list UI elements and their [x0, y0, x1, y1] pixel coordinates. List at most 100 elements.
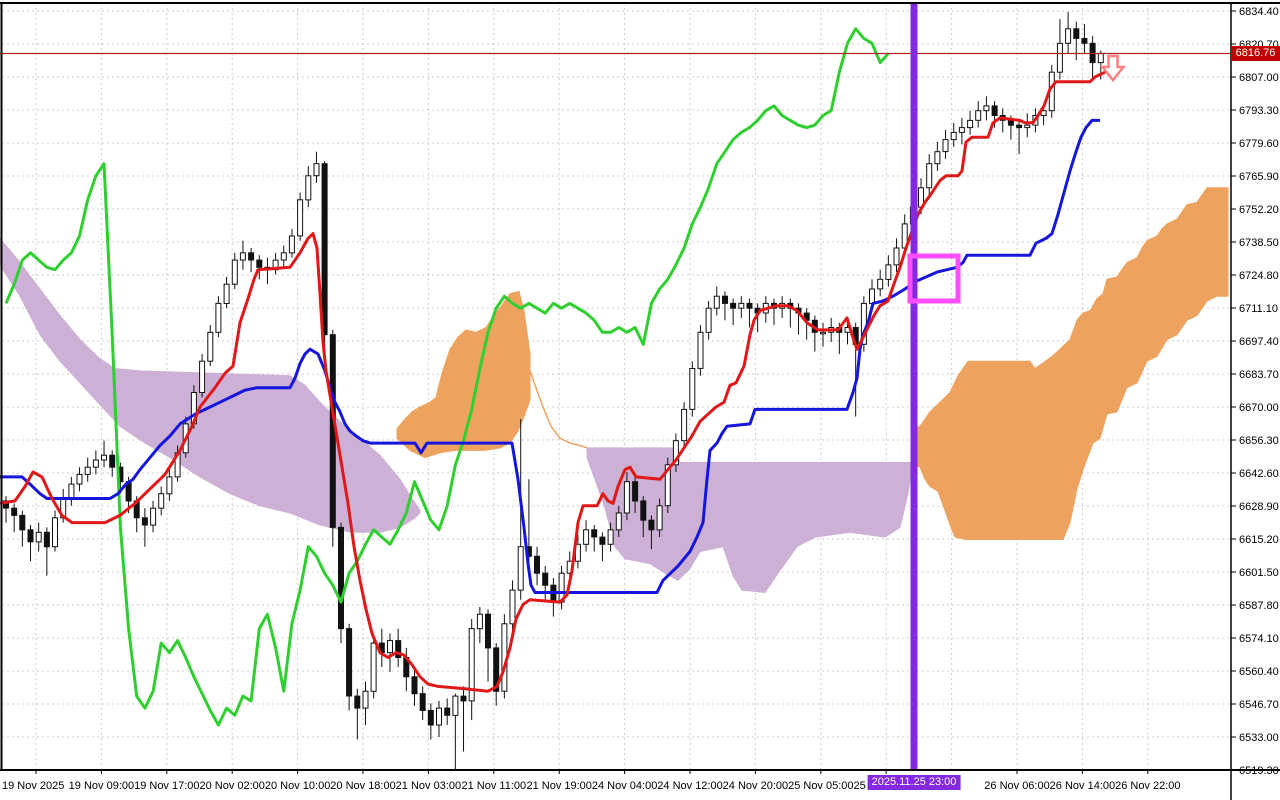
time-tick-label: 20 Nov 18:00: [330, 780, 395, 792]
bear-candle-body: [27, 529, 34, 543]
bull-candle-body: [436, 707, 442, 726]
bull-candle-body: [926, 163, 933, 189]
price-tick-label: 6711.10: [1239, 303, 1278, 315]
bull-candle-body: [869, 288, 875, 304]
bull-candle-body: [52, 517, 58, 548]
bull-candle-body: [476, 613, 483, 630]
bull-candle-body: [468, 628, 475, 702]
bull-candle-body: [934, 151, 941, 165]
senkou-span-tail-line: [529, 370, 588, 449]
chikou-span-line: [4, 27, 890, 727]
bull-candle-body: [958, 127, 965, 133]
bull-candle-body: [305, 175, 312, 201]
bull-candle-body: [705, 307, 712, 333]
bull-candle-body: [215, 302, 222, 333]
price-tick-label: 6574.10: [1239, 633, 1279, 645]
vertical-time-line[interactable]: [910, 3, 918, 770]
bear-candle-body: [1073, 28, 1080, 39]
bear-candle-body: [460, 695, 467, 702]
bull-candle-body: [239, 252, 246, 261]
time-tick-label: 26 Nov 06:00: [984, 780, 1049, 792]
bull-candle-body: [681, 408, 688, 442]
bear-candle-body: [730, 302, 737, 309]
price-tick-label: 6683.70: [1239, 369, 1279, 381]
bear-candle-body: [395, 640, 402, 658]
bull-candle-body: [697, 331, 704, 369]
bear-candle-body: [722, 295, 728, 304]
mid-bearish-cloud: [586, 447, 913, 594]
bull-candle-body: [950, 131, 957, 141]
bull-candle-body: [885, 264, 892, 280]
bull-candle-body: [166, 476, 173, 495]
price-tick-label: 6656.30: [1239, 435, 1279, 447]
time-tick-label: 21 Nov 11:00: [461, 780, 526, 792]
bull-candle-body: [738, 302, 745, 309]
bull-candle-body: [1024, 124, 1031, 129]
bear-candle-body: [534, 555, 540, 574]
right-bullish-cloud: [912, 187, 1229, 540]
bear-candle-body: [599, 536, 606, 545]
bull-candle-body: [231, 259, 238, 285]
time-tick-label: 21 Nov 19:00: [526, 780, 591, 792]
tenkan-sen-line: [0, 70, 1106, 693]
price-tick-label: 6765.90: [1239, 171, 1279, 183]
bear-candle-body: [427, 710, 434, 726]
time-tick-label: 19 Nov 2025: [2, 780, 64, 792]
price-tick-label: 6738.50: [1239, 237, 1279, 249]
price-tick-label: 6587.80: [1239, 600, 1279, 612]
bull-candle-body: [288, 235, 295, 254]
bear-candle-body: [493, 647, 500, 692]
bull-candle-body: [689, 368, 696, 410]
bull-candle-body: [664, 464, 671, 507]
bull-candle-body: [280, 252, 287, 261]
bull-candle-body: [893, 247, 900, 266]
bull-candle-body: [583, 529, 590, 545]
price-tick-label: 6724.80: [1239, 270, 1279, 282]
bull-candle-body: [623, 481, 630, 514]
bear-candle-body: [11, 507, 18, 516]
price-tick-label: 6697.40: [1239, 336, 1279, 348]
bear-candle-body: [109, 454, 116, 468]
time-tick-label: 24 Nov 12:00: [657, 780, 722, 792]
bear-candle-body: [338, 526, 344, 630]
bull-candle-body: [1065, 28, 1072, 44]
bear-candle-body: [1081, 38, 1088, 44]
bull-candle-body: [877, 278, 884, 290]
bull-candle-body: [199, 360, 206, 394]
bear-candle-body: [321, 163, 328, 336]
bull-candle-body: [207, 331, 214, 362]
vertical-line-time-label: 2025.11.25 23:00: [867, 775, 961, 790]
sell-signal-arrow-icon[interactable]: [1099, 54, 1127, 82]
time-tick-label: 24 Nov 20:00: [723, 780, 788, 792]
bull-candle-body: [313, 163, 320, 177]
bear-candle-body: [411, 676, 418, 695]
bear-candle-body: [354, 695, 361, 709]
price-tick-label: 6807.00: [1239, 72, 1279, 84]
bull-candle-body: [68, 483, 75, 500]
price-tick-label: 6533.00: [1239, 732, 1279, 744]
bear-candle-body: [1007, 119, 1014, 126]
price-tick-label: 6628.90: [1239, 501, 1279, 513]
price-tick-label: 6519.30: [1239, 765, 1279, 777]
bull-candle-body: [983, 105, 990, 112]
time-tick-label: 19 Nov 17:00: [134, 780, 199, 792]
left-bearish-cloud: [0, 237, 421, 533]
price-tick-label: 6779.60: [1239, 138, 1279, 150]
highlight-rectangle[interactable]: [907, 253, 961, 304]
current-price-badge: 6816.76: [1231, 46, 1280, 61]
bull-candle-body: [297, 199, 304, 237]
bull-candle-body: [150, 507, 157, 526]
bull-candle-body: [713, 295, 720, 309]
bull-candle-body: [967, 119, 974, 129]
bull-candle-body: [362, 690, 369, 709]
bear-candle-body: [485, 613, 491, 649]
time-tick-label: 20 Nov 10:00: [265, 780, 330, 792]
kijun-sen-line: [0, 118, 1100, 594]
bull-candle-body: [1097, 52, 1104, 64]
time-tick-label: 21 Nov 03:00: [396, 780, 461, 792]
bull-candle-body: [452, 695, 459, 716]
bear-candle-body: [640, 500, 647, 521]
price-tick-label: 6560.40: [1239, 666, 1279, 678]
